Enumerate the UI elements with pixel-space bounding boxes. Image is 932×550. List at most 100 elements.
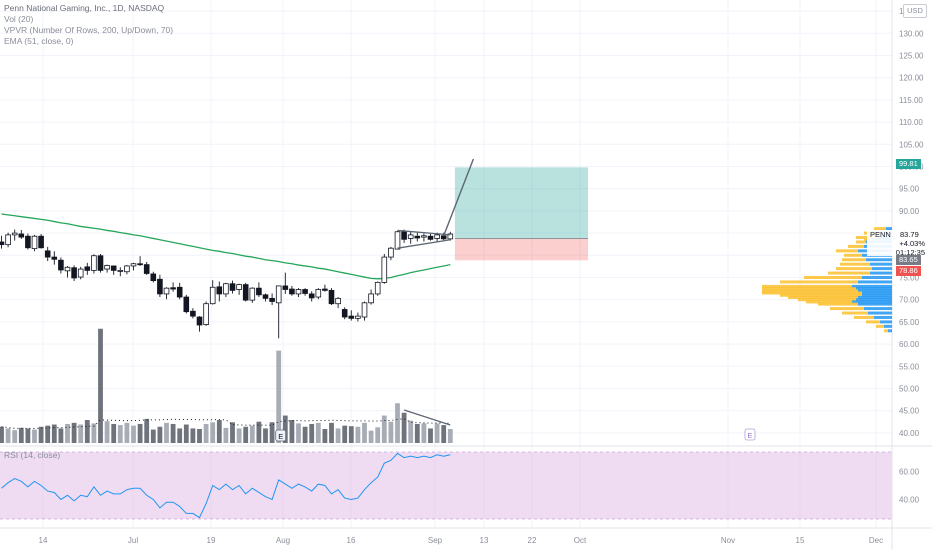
x-tick-label: 16: [347, 536, 356, 545]
vpvr-down-bar: [804, 276, 862, 279]
vpvr-indicator-label[interactable]: VPVR (Number Of Rows, 200, Up/Down, 70): [4, 25, 174, 35]
y-tick-label: 55.00: [899, 362, 920, 371]
ema-indicator-label[interactable]: EMA (51, close, 0): [4, 36, 74, 46]
earnings-marker-label: E: [747, 431, 752, 440]
vpvr-up-bar: [888, 329, 892, 333]
candle: [124, 265, 130, 273]
candle: [18, 233, 25, 238]
candle: [361, 302, 368, 318]
candle: [51, 256, 58, 260]
vpvr-up-bar: [872, 267, 892, 271]
symbol-title[interactable]: Penn National Gaming, Inc., 1D, NASDAQ: [4, 3, 165, 13]
currency-button[interactable]: USD: [903, 4, 927, 18]
candle: [203, 303, 209, 325]
volume-bar: [256, 421, 262, 443]
y-tick-label: 75.00: [899, 274, 920, 283]
volume-bar: [98, 328, 103, 443]
earnings-marker[interactable]: E: [275, 429, 287, 442]
candle: [381, 256, 388, 283]
candle: [58, 259, 64, 271]
volume-bar: [12, 430, 18, 443]
ticker-info-box: PENN 83.79 +4.03% 01:12:35: [867, 230, 925, 257]
ticker-name: PENN: [870, 230, 891, 239]
vpvr-down-bar: [836, 267, 872, 271]
vpvr-up-bar: [858, 295, 892, 299]
candle: [11, 232, 18, 236]
vpvr-down-bar: [780, 280, 858, 284]
candle: [302, 289, 308, 294]
candle: [256, 287, 262, 296]
candle: [170, 287, 176, 290]
vpvr-down-bar: [844, 253, 862, 257]
volume-bar: [243, 426, 249, 443]
current-price-tag: 83.65: [896, 255, 921, 265]
volume-bar: [348, 426, 354, 443]
y-tick-label: 40.00: [899, 429, 920, 438]
chart-legend: Penn National Gaming, Inc., 1D, NASDAQ V…: [4, 3, 173, 47]
y-tick-label: 45.00: [899, 407, 920, 416]
y-tick-label: 125.00: [899, 52, 924, 61]
vpvr-up-bar: [852, 284, 892, 288]
candle: [434, 234, 440, 239]
y-tick-label: 50.00: [899, 385, 920, 394]
volume-bar: [388, 421, 394, 443]
volume-bar: [249, 425, 255, 443]
candle: [275, 285, 282, 304]
vpvr-up-bar: [880, 320, 892, 324]
volume-bar: [375, 427, 381, 443]
projection-line: [443, 158, 475, 237]
vpvr-up-bar: [874, 315, 892, 319]
candle: [308, 293, 315, 299]
volume-bar: [210, 422, 216, 443]
vpvr-up-bar: [868, 311, 892, 315]
earnings-marker[interactable]: E: [744, 428, 756, 441]
candle: [223, 283, 229, 295]
y-tick-label: 65.00: [899, 318, 920, 327]
candle: [84, 266, 91, 271]
volume-indicator-label[interactable]: Vol (20): [4, 14, 34, 24]
candle: [368, 293, 374, 304]
vpvr-up-bar: [884, 324, 892, 328]
vpvr-down-bar: [874, 227, 886, 231]
candle: [374, 281, 381, 295]
volume-bar: [335, 428, 341, 443]
vpvr-down-bar: [856, 240, 866, 244]
candle: [77, 268, 84, 278]
vpvr-down-bar: [842, 311, 868, 315]
y-tick-label: 115.00: [899, 96, 923, 105]
candle: [401, 231, 407, 240]
x-tick-label: 14: [39, 536, 48, 545]
volume-bar: [111, 423, 117, 443]
target-zone: [454, 167, 588, 239]
candle: [71, 267, 77, 279]
vpvr-down-bar: [842, 258, 866, 262]
vpvr-down-bar: [840, 262, 870, 266]
volume-bar: [236, 428, 242, 443]
candle: [447, 233, 454, 240]
candle: [5, 234, 11, 246]
candle: [407, 234, 414, 239]
candle: [130, 263, 137, 267]
candle: [44, 250, 51, 258]
vpvr-up-bar: [856, 298, 892, 302]
y-tick-label: 95.00: [899, 185, 920, 194]
volume-bar: [65, 423, 70, 443]
volume-bar: [144, 418, 150, 443]
vpvr-down-bar: [788, 295, 858, 299]
volume-bar: [289, 420, 295, 443]
volume-bar: [25, 428, 31, 443]
x-tick-label: Nov: [721, 536, 735, 545]
volume-bar: [401, 412, 407, 443]
volume-bar: [203, 423, 209, 443]
volume-bar: [0, 426, 4, 443]
volume-bar: [381, 415, 387, 443]
x-tick-label: 19: [207, 536, 216, 545]
candle: [348, 315, 355, 319]
rsi-indicator-label[interactable]: RSI (14, close): [4, 450, 61, 460]
candle: [249, 287, 256, 301]
volume-bar: [342, 425, 348, 443]
candle: [388, 247, 394, 258]
x-tick-label: 13: [480, 536, 489, 545]
vpvr-down-bar: [866, 320, 880, 324]
